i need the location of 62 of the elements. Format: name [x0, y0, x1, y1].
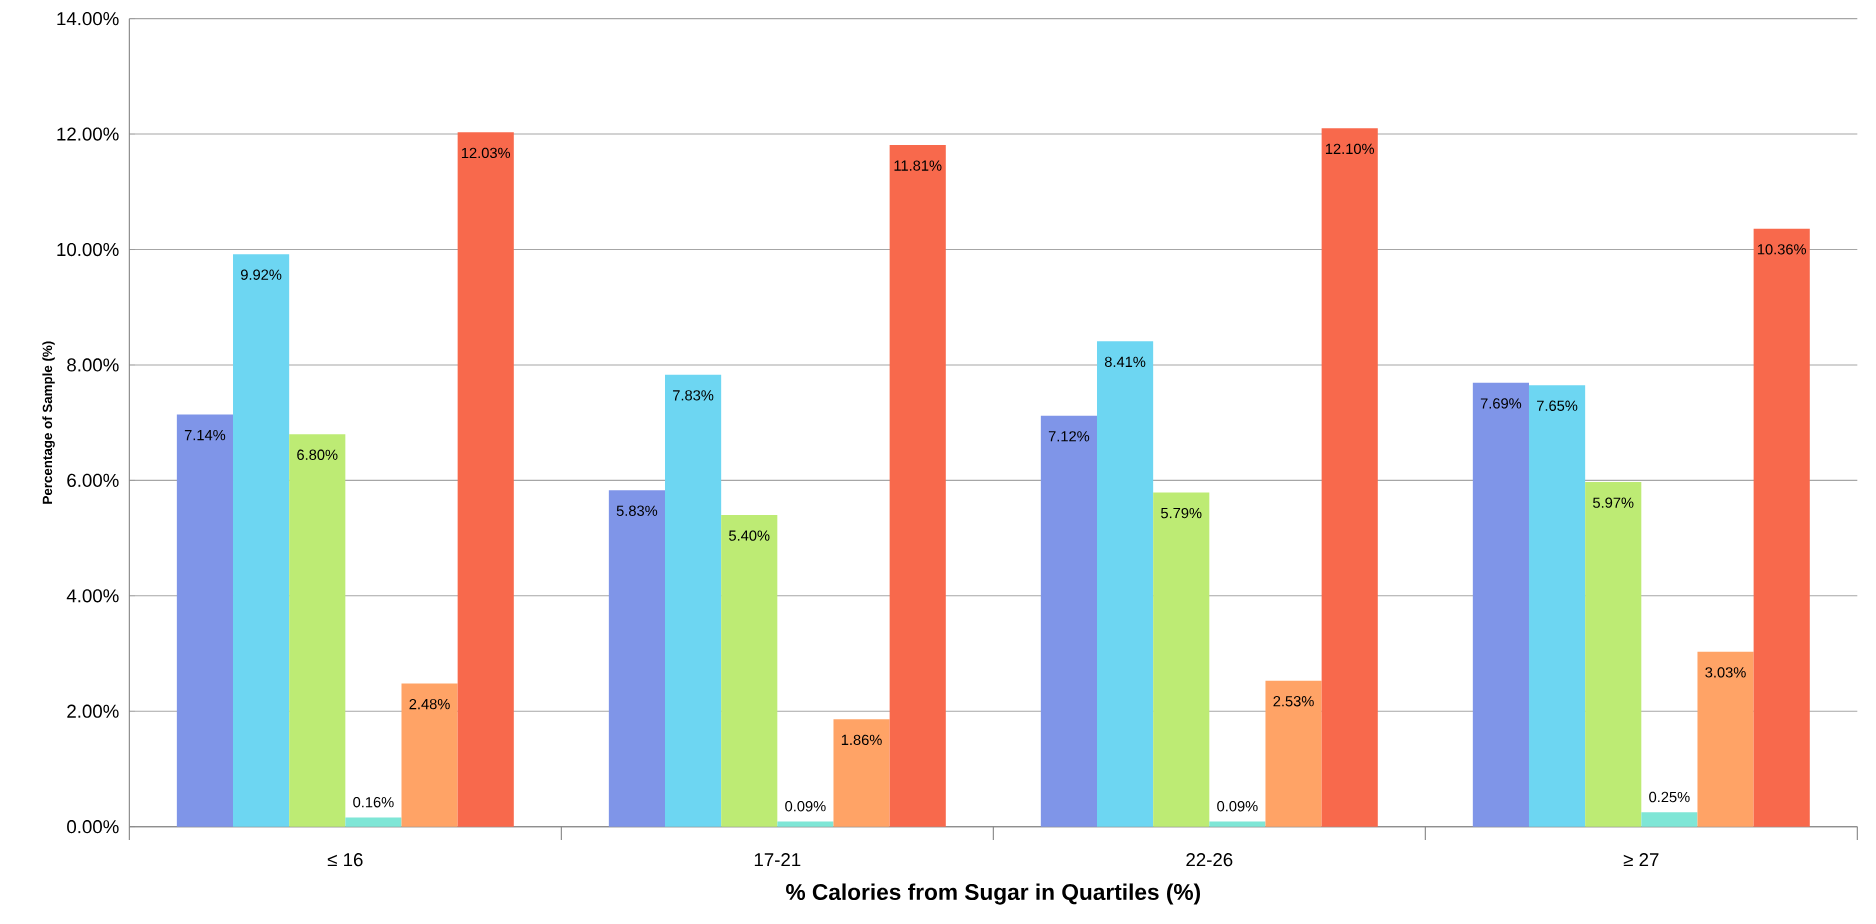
y-tick-label: 6.00%	[67, 473, 119, 487]
bar	[457, 132, 514, 827]
bar	[1265, 680, 1322, 827]
x-tick-label: ≤ 16	[327, 853, 363, 867]
data-label: 11.81%	[894, 160, 942, 171]
bar	[289, 434, 346, 827]
y-tick-label: 14.00%	[57, 12, 119, 26]
data-label: 5.40%	[729, 530, 770, 541]
bar	[1528, 385, 1586, 827]
data-label: 10.36%	[1757, 244, 1807, 255]
data-label: 1.86%	[841, 734, 882, 746]
y-tick-label: 4.00%	[66, 589, 119, 603]
y-tick-label: 0.00%	[67, 820, 119, 834]
data-label: 7.65%	[1537, 400, 1578, 411]
data-label: 7.83%	[673, 390, 714, 401]
data-label: 7.14%	[184, 429, 226, 441]
y-tick-label: 12.00%	[57, 127, 119, 141]
bar	[233, 254, 290, 827]
bar	[1753, 228, 1810, 827]
data-label: 5.97%	[1593, 497, 1634, 508]
x-tick-label: 22-26	[1186, 853, 1233, 867]
bar	[1209, 821, 1266, 827]
data-label: 2.53%	[1273, 696, 1314, 707]
bar	[401, 683, 458, 827]
bar	[1472, 382, 1529, 827]
data-label: 12.10%	[1325, 143, 1375, 155]
y-tick-label: 10.00%	[57, 242, 119, 257]
data-label: 5.83%	[616, 505, 658, 516]
data-label: 12.03%	[461, 147, 511, 159]
bar	[176, 414, 234, 827]
data-label: 6.80%	[297, 449, 338, 460]
bar	[1585, 482, 1642, 827]
data-label: 7.69%	[1480, 398, 1522, 409]
bar	[1153, 492, 1210, 827]
data-label: 0.09%	[785, 801, 826, 812]
data-label: 0.25%	[1649, 791, 1690, 803]
data-label: 0.16%	[353, 797, 394, 808]
bar	[665, 374, 722, 827]
data-label: 5.79%	[1161, 507, 1202, 519]
bar	[889, 145, 946, 827]
data-label: 9.92%	[240, 269, 282, 280]
data-label: 3.03%	[1705, 667, 1746, 678]
bar	[1697, 651, 1754, 827]
data-label: 7.12%	[1048, 431, 1090, 442]
x-tick-label: 17-21	[754, 853, 801, 867]
bar	[777, 821, 834, 827]
bar	[1040, 415, 1097, 827]
bar	[833, 719, 890, 827]
data-label: 2.48%	[409, 698, 450, 710]
data-label: 0.09%	[1217, 801, 1258, 812]
bar	[345, 817, 402, 827]
data-label: 8.41%	[1104, 356, 1146, 368]
bar	[608, 490, 666, 827]
bar	[1641, 812, 1698, 827]
y-tick-label: 8.00%	[67, 358, 119, 372]
bar	[721, 515, 778, 827]
y-tick-label: 2.00%	[67, 704, 119, 718]
bar	[1321, 128, 1378, 827]
y-axis-title: Percentage of Sample (%)	[42, 341, 55, 504]
x-tick-label: ≥ 27	[1623, 853, 1659, 867]
x-axis-title: % Calories from Sugar in Quartiles (%)	[786, 883, 1201, 905]
bar	[1097, 341, 1154, 827]
